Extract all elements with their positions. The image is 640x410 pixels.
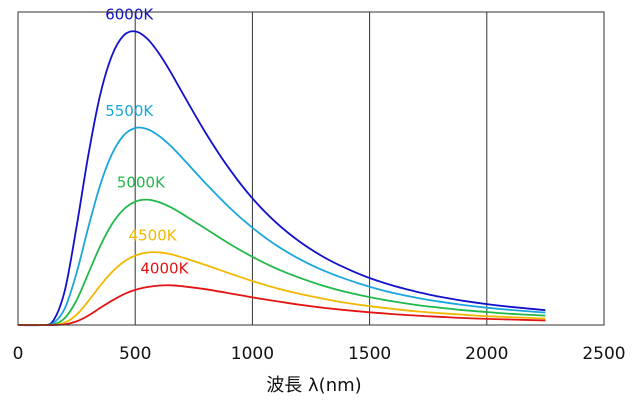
vertical-gridlines [134,12,488,325]
plot-background [18,12,604,325]
x-tick-label-2000: 2000 [465,344,508,364]
series-label-5000K: 5000K [117,174,166,192]
x-axis-title: 波長 λ(nm) [266,375,361,396]
series-lines [17,30,546,327]
x-tick-label-1000: 1000 [231,344,274,364]
series-line-6000K [17,30,546,327]
series-label-5500K: 5500K [105,102,154,120]
series-label-4500K: 4500K [129,226,178,244]
x-tick-labels: 0 500 1000 1500 2000 2500 [13,344,626,364]
series-line-4000K [17,284,546,326]
series-line-5000K [17,198,546,327]
series-labels: 6000K 5500K 5000K 4500K 4000K [105,5,189,277]
x-tick-label-2500: 2500 [582,344,625,364]
x-tick-label-500: 500 [119,344,151,364]
x-tick-label-0: 0 [13,344,24,364]
series-line-4500K [17,251,546,327]
plot-frame [17,11,605,326]
x-tick-label-1500: 1500 [348,344,391,364]
series-line-5500K [17,126,546,327]
series-label-6000K: 6000K [105,5,154,23]
series-label-4000K: 4000K [140,259,189,277]
